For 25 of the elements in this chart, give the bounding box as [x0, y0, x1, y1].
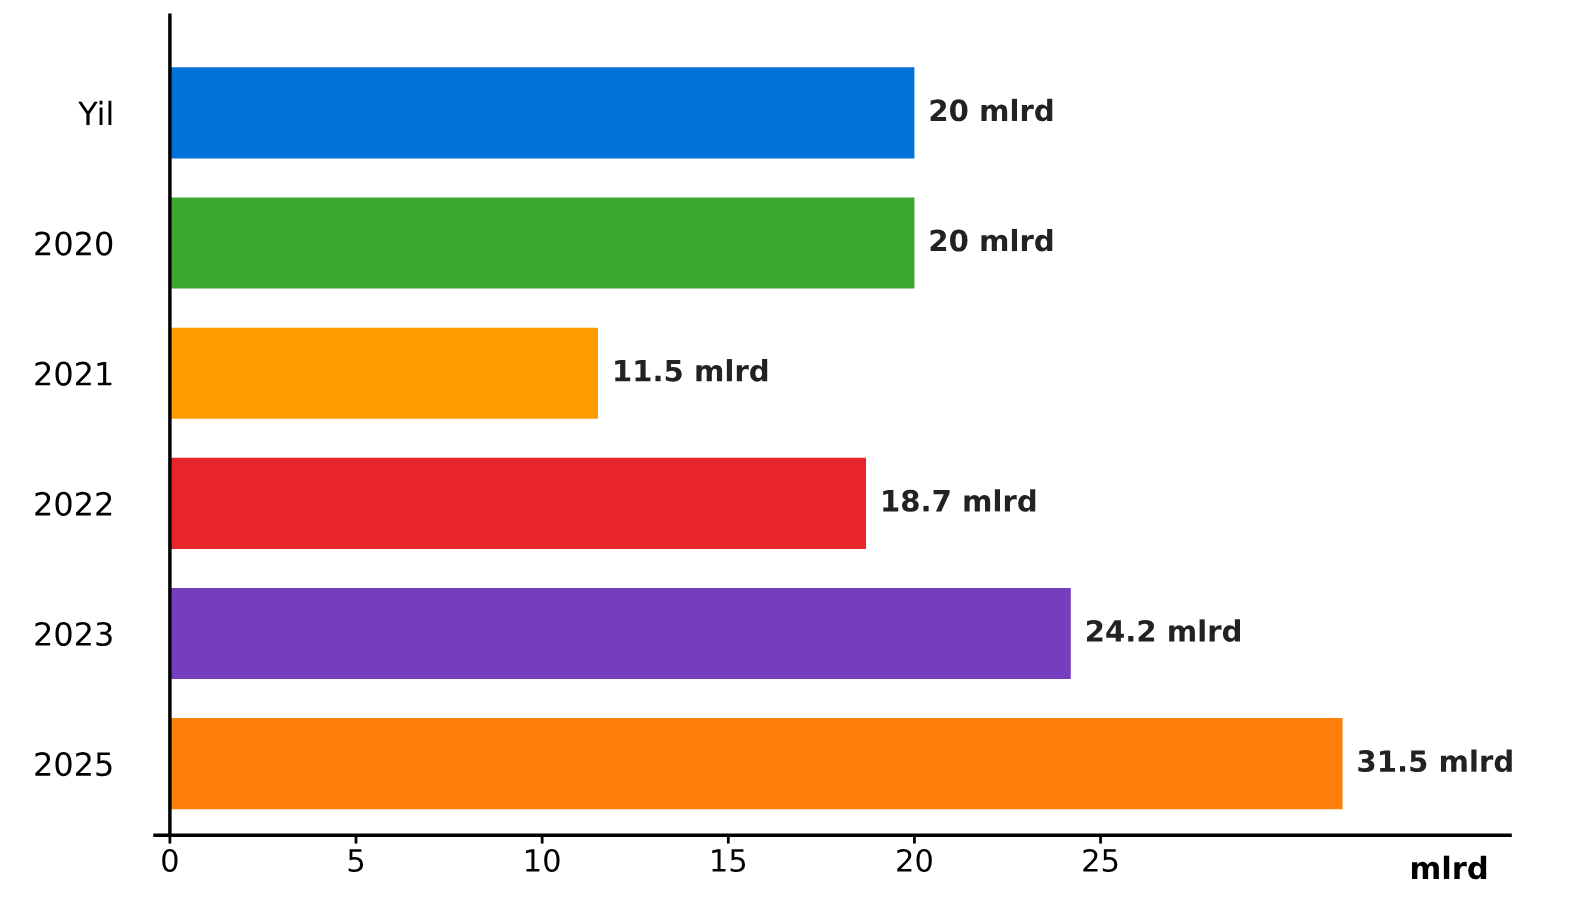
bar [169, 587, 1071, 680]
x-tick-label: 25 [1083, 848, 1118, 873]
bar [169, 327, 598, 419]
x-tick-label: 10 [526, 848, 560, 873]
x-tick-label: 20 [897, 848, 932, 873]
data-label: 11.5 mlrd [615, 359, 768, 382]
x-tick-label: 5 [348, 849, 364, 873]
y-tick-label: 2023 [35, 621, 112, 647]
y-tick-label: 2022 [35, 491, 112, 516]
x-axis-title: mlrd [1411, 855, 1487, 880]
data-label: 18.7 mlrd [883, 489, 1036, 512]
y-tick-label: 2021 [35, 361, 112, 386]
bar [169, 67, 915, 159]
data-label: 20 mlrd [930, 98, 1053, 122]
x-tick-label: 15 [712, 849, 746, 873]
data-label: 20 mlrd [930, 228, 1053, 252]
bar [169, 457, 867, 549]
data-label: 31.5 mlrd [1358, 749, 1512, 773]
y-tick-label: 2025 [35, 752, 112, 777]
bar [169, 197, 915, 289]
y-tick-label: 2020 [35, 231, 113, 256]
data-label: 24.2 mlrd [1086, 619, 1240, 642]
y-tick-label: Yil [78, 100, 112, 126]
x-tick-label: 0 [162, 848, 178, 873]
bar [169, 718, 1343, 810]
